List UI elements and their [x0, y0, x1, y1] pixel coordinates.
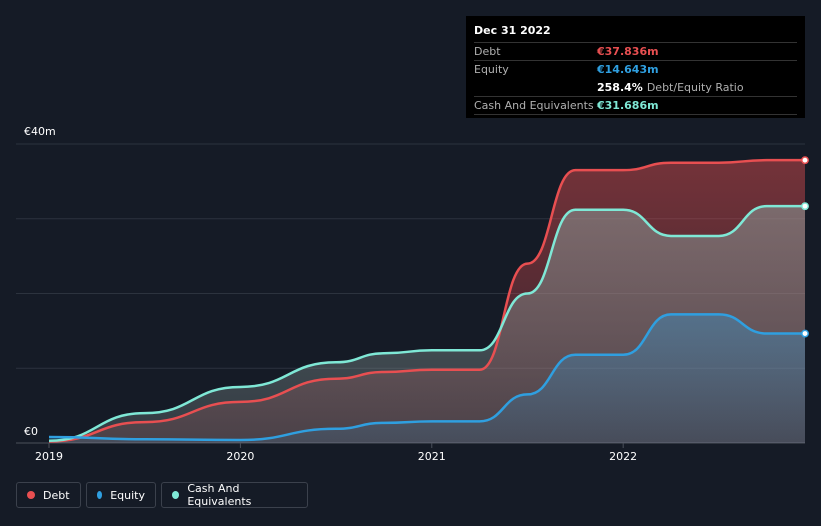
tooltip-ratio-value: 258.4% — [597, 81, 643, 94]
equity-dot-icon — [97, 491, 103, 499]
debt-line — [48, 158, 805, 443]
equity-area — [49, 314, 805, 443]
debt-endpoint — [801, 156, 809, 165]
chart-endpoints — [801, 156, 809, 338]
tooltip-date: Dec 31 2022 — [474, 24, 551, 37]
x-tick-label: 2019 — [35, 450, 63, 463]
chart-lines — [48, 158, 805, 443]
chart-tooltip: Dec 31 2022 Debt €37.836m Equity €14.643… — [466, 16, 805, 118]
tooltip-cash-value: €31.686m — [597, 99, 659, 112]
tooltip-row-ratio: 258.4% Debt/Equity Ratio — [474, 78, 797, 96]
legend-item-debt[interactable]: Debt — [16, 482, 81, 508]
legend-debt-label: Debt — [43, 488, 70, 502]
chart-legend: Debt Equity Cash And Equivalents — [16, 482, 308, 508]
equity-endpoint — [801, 329, 809, 338]
debt-dot-icon — [27, 491, 35, 499]
tooltip-row-cash: Cash And Equivalents €31.686m — [474, 96, 797, 115]
y-axis-top-label: €40m — [24, 125, 56, 138]
tooltip-equity-value: €14.643m — [597, 63, 659, 76]
tooltip-cash-label: Cash And Equivalents — [474, 99, 594, 112]
tooltip-row-equity: Equity €14.643m — [474, 60, 797, 78]
x-tick-label: 2022 — [609, 450, 637, 463]
legend-item-cash[interactable]: Cash And Equivalents — [161, 482, 308, 508]
cash-dot-icon — [172, 491, 180, 499]
tooltip-equity-label: Equity — [474, 63, 509, 76]
x-tick-label: 2021 — [418, 450, 446, 463]
cash-endpoint — [801, 202, 809, 211]
tooltip-debt-value: €37.836m — [597, 45, 659, 58]
y-axis-zero-label: €0 — [24, 425, 38, 438]
legend-cash-label: Cash And Equivalents — [187, 482, 252, 508]
x-axis-ticks: 2019 2020 2021 2022 — [35, 450, 637, 463]
tooltip-row-debt: Debt €37.836m — [474, 42, 797, 60]
tooltip-ratio-label: Debt/Equity Ratio — [646, 81, 744, 94]
legend-item-equity[interactable]: Equity — [86, 482, 156, 508]
y-axis-labels: €40m €0 — [24, 125, 56, 438]
equity-line — [48, 313, 805, 442]
chart-areas — [49, 160, 805, 443]
tooltip-debt-label: Debt — [474, 45, 501, 58]
legend-equity-label: Equity — [110, 488, 145, 502]
x-tick-label: 2020 — [226, 450, 254, 463]
cash-line — [48, 204, 805, 443]
